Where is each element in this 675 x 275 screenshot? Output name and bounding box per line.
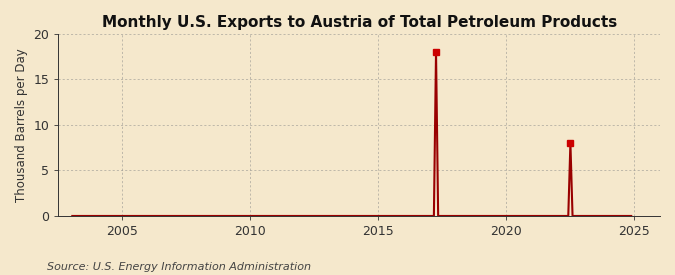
- Title: Monthly U.S. Exports to Austria of Total Petroleum Products: Monthly U.S. Exports to Austria of Total…: [102, 15, 617, 30]
- Text: Source: U.S. Energy Information Administration: Source: U.S. Energy Information Administ…: [47, 262, 311, 272]
- Y-axis label: Thousand Barrels per Day: Thousand Barrels per Day: [15, 48, 28, 202]
